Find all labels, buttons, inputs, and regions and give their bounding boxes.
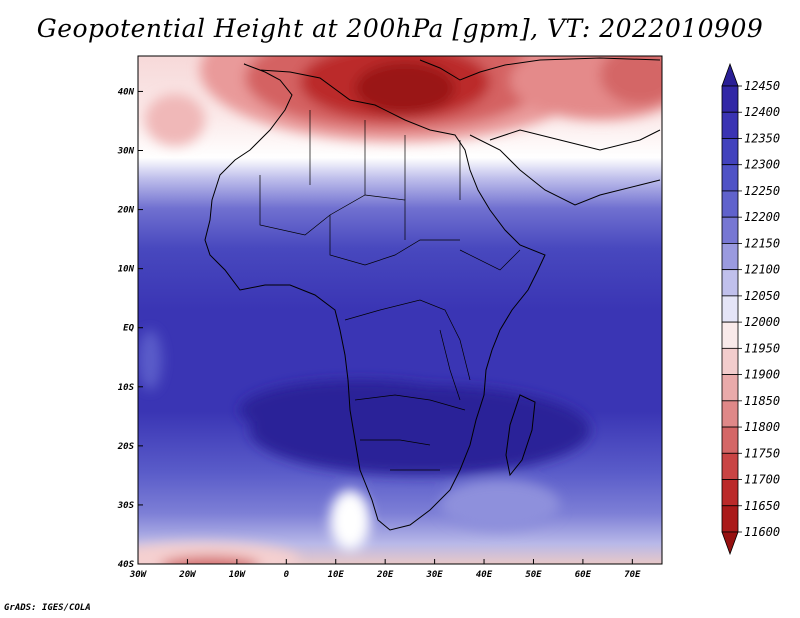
colorbar-swatch (721, 85, 739, 113)
colorbar-label: 12150 (744, 236, 780, 250)
lon-tick-label: 10W (229, 570, 247, 580)
map-title: Geopotential Height at 200hPa [gpm], VT:… (36, 14, 764, 43)
colorbar-label: 12400 (744, 105, 780, 119)
colorbar-swatch (721, 374, 739, 402)
colorbar-swatch (721, 216, 739, 244)
colorbar-swatch (721, 426, 739, 454)
colorbar-label: 12050 (744, 289, 780, 303)
lon-tick-label: 20E (376, 570, 394, 580)
lat-tick-label: 20N (117, 206, 135, 216)
colorbar-label: 11800 (744, 420, 780, 434)
colorbar-label: 11750 (744, 446, 780, 460)
colorbar-label: 11650 (744, 499, 780, 513)
colorbar-label: 11950 (744, 341, 780, 355)
lat-tick-label: EQ (123, 324, 134, 334)
colorbar-swatch (721, 111, 739, 139)
lat-tick-label: 40S (118, 560, 135, 570)
colorbar-top-arrow (721, 62, 739, 87)
colorbar-swatch (721, 452, 739, 480)
lon-tick-label: 30E (425, 570, 443, 580)
lat-tick-label: 30S (117, 501, 135, 511)
colorbar-label: 11850 (744, 394, 780, 408)
colorbar-swatch (721, 347, 739, 375)
colorbar-label: 12200 (744, 210, 780, 224)
colorbar-label: 11700 (744, 473, 780, 487)
colorbar-label: 11900 (744, 368, 780, 382)
colorbar-swatch (721, 164, 739, 192)
colorbar-swatch (721, 505, 739, 533)
colorbar-swatch (721, 321, 739, 349)
lon-tick-label: 60E (575, 570, 592, 580)
colorbar-swatch (721, 295, 739, 323)
colorbar-swatch (721, 243, 739, 271)
lon-tick-label: 30W (129, 570, 148, 580)
colorbar-label: 12350 (744, 131, 780, 145)
lon-tick-label: 50E (525, 570, 542, 580)
lon-tick-label: 10E (328, 570, 345, 580)
lat-tick-label: 40N (118, 87, 135, 97)
colorbar: 12450 12400 12350 12300 12250 12200 12150 12100… (721, 62, 780, 556)
axis-ticks: 30W 20W 10W 0 10E 20E 30E 40E 50E 60E 70E 40S 30S 20S… (117, 87, 641, 580)
colorbar-label: 12250 (744, 184, 780, 198)
colorbar-label: 12000 (744, 315, 780, 329)
lat-tick-label: 30N (117, 147, 135, 157)
lon-tick-label: 40E (476, 570, 493, 580)
lon-tick-label: 70E (624, 570, 641, 580)
lat-tick-label: 20S (117, 442, 135, 452)
colorbar-swatch (721, 138, 739, 166)
colorbar-swatch (721, 269, 739, 297)
colorbar-label: 12100 (744, 263, 780, 277)
lat-tick-label: 10N (118, 265, 135, 275)
colorbar-swatch (721, 479, 739, 507)
plot-frame (137, 55, 663, 565)
coastlines (204, 57, 661, 531)
lon-tick-label: 20W (178, 570, 197, 580)
country-borders (259, 110, 521, 471)
colorbar-label: 12450 (744, 79, 780, 93)
credit-label: GrADS: IGES/COLA (4, 603, 91, 613)
lon-tick-label: 0 (284, 570, 290, 580)
colorbar-swatch (721, 190, 739, 218)
colorbar-label: 11600 (744, 525, 780, 539)
field-features (138, 56, 662, 564)
colorbar-label: 12300 (744, 158, 780, 172)
colorbar-swatch (721, 400, 739, 428)
lat-tick-label: 10S (118, 383, 135, 393)
colorbar-bottom-arrow (721, 531, 739, 556)
